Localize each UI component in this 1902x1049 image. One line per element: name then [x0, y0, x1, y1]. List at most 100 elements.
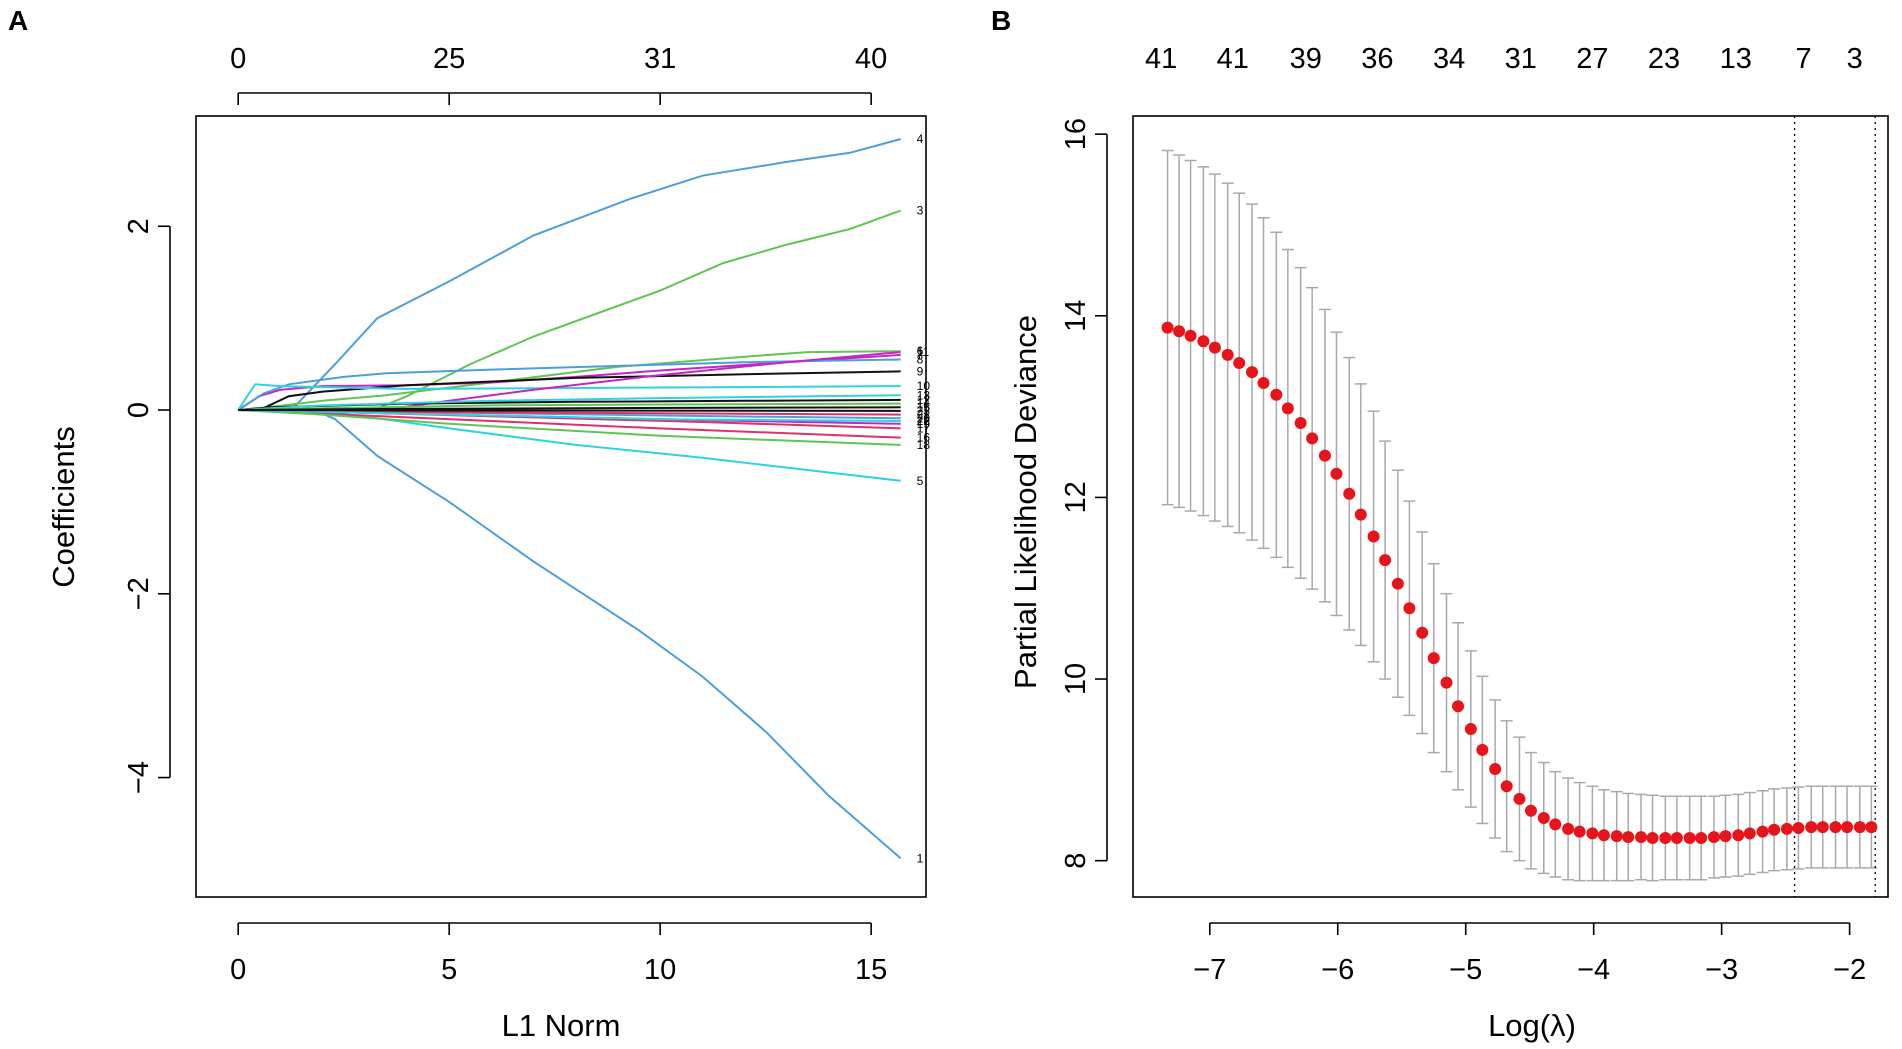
coef-end-label: 8	[917, 352, 924, 366]
coef-end-label: 14	[917, 397, 931, 411]
deviance-point	[1379, 554, 1392, 567]
b-top-tick-label: 36	[1361, 43, 1393, 75]
panel-b-reference-lines	[1793, 116, 1876, 897]
deviance-point	[1549, 818, 1562, 831]
deviance-point	[1354, 508, 1367, 521]
coef-end-label: 6	[917, 344, 924, 358]
panel-a: A 0 5 10 15 0 25 31 40 −4−202 4315678910111213…	[8, 5, 930, 1043]
coef-end-label: 5	[917, 474, 924, 488]
coef-end-label: 21	[917, 408, 931, 422]
b-y-tick-label: 16	[1060, 118, 1092, 150]
deviance-point	[1524, 804, 1537, 817]
a-top-tick-label: 40	[855, 43, 887, 75]
coef-end-label: 22	[917, 414, 931, 428]
deviance-point	[1805, 821, 1818, 834]
b-x-tick-label: −4	[1577, 954, 1610, 986]
deviance-point	[1732, 829, 1745, 842]
deviance-point	[1416, 626, 1429, 639]
coef-end-label: 20	[917, 411, 931, 425]
panel-b-x-axis-title: Log(λ)	[1488, 1008, 1576, 1043]
deviance-point	[1646, 831, 1659, 844]
deviance-point	[1622, 831, 1635, 844]
panel-b-error-bars	[1161, 149, 1878, 882]
panel-b-top-axis: 41 41 39 36 34 31 27 23 13 7 3	[1145, 43, 1863, 75]
panel-b-x-axis: −7 −6 −5 −4 −3 −2	[1193, 922, 1866, 986]
panel-b-y-axis-title: Partial Likelihood Deviance	[1008, 315, 1043, 689]
a-top-tick-label: 25	[433, 43, 465, 75]
deviance-point	[1257, 376, 1270, 389]
coef-end-label: 16	[917, 431, 931, 445]
b-x-tick-label: −2	[1833, 954, 1866, 986]
coef-end-label: 4	[917, 132, 924, 146]
deviance-point	[1294, 416, 1307, 429]
panel-b: B −7 −6 −5 −4 −3 −2 41 41 39 36 34 31 27 23 13 7 3 8 10 1…	[991, 5, 1889, 1043]
deviance-point	[1270, 388, 1283, 401]
coef-end-label: 23	[917, 404, 931, 418]
panel-b-plot-frame	[1132, 115, 1889, 898]
b-y-tick-label: 8	[1060, 853, 1092, 869]
deviance-point	[1464, 722, 1477, 735]
a-y-tick-label: −4	[123, 761, 155, 794]
b-top-tick-label: 34	[1433, 43, 1465, 75]
coef-end-label: 11	[917, 345, 930, 359]
b-top-tick-label: 23	[1648, 43, 1680, 75]
deviance-point	[1537, 811, 1550, 824]
b-top-tick-label: 7	[1795, 43, 1811, 75]
a-y-tick-label: −2	[123, 577, 155, 610]
a-x-tick-label: 10	[644, 954, 676, 986]
coef-end-label: 3	[917, 204, 924, 218]
coef-path-3	[238, 209, 902, 411]
deviance-point	[1683, 831, 1696, 844]
panel-a-x-axis-title: L1 Norm	[502, 1008, 621, 1043]
coef-end-label: 17	[917, 421, 931, 435]
b-x-tick-label: −6	[1321, 954, 1354, 986]
coef-path-4	[238, 138, 901, 411]
deviance-point	[1829, 821, 1842, 834]
deviance-point	[1476, 743, 1489, 756]
coef-end-label: 1	[917, 851, 924, 865]
deviance-point	[1610, 830, 1623, 843]
b-top-tick-label: 3	[1847, 43, 1863, 75]
deviance-point	[1841, 821, 1854, 834]
deviance-point	[1173, 325, 1186, 338]
coef-path-22	[238, 409, 901, 422]
b-top-tick-label: 41	[1145, 43, 1177, 75]
deviance-point	[1853, 821, 1866, 834]
deviance-point	[1513, 792, 1526, 805]
b-x-tick-label: −7	[1193, 954, 1226, 986]
a-y-tick-label: 0	[123, 402, 155, 418]
deviance-point	[1562, 822, 1575, 835]
panel-a-plot-frame	[195, 115, 927, 898]
deviance-point	[1221, 348, 1234, 361]
deviance-point	[1233, 357, 1246, 370]
b-x-tick-label: −3	[1705, 954, 1738, 986]
deviance-point	[1343, 487, 1356, 500]
deviance-point	[1184, 329, 1197, 342]
deviance-point	[1306, 432, 1319, 445]
deviance-point	[1427, 652, 1440, 665]
a-x-tick-label: 5	[441, 954, 457, 986]
deviance-point	[1707, 831, 1720, 844]
panel-b-y-axis: 8 10 12 14 16	[1060, 118, 1108, 869]
deviance-point	[1597, 829, 1610, 842]
deviance-point	[1318, 449, 1331, 462]
panel-b-points	[1161, 321, 1878, 844]
deviance-point	[1695, 831, 1708, 844]
b-top-tick-label: 41	[1217, 43, 1249, 75]
panel-a-top-axis: 0 25 31 40	[230, 43, 887, 105]
deviance-point	[1586, 827, 1599, 840]
coef-end-label: 15	[917, 400, 931, 414]
coef-end-label: 18	[917, 438, 931, 452]
b-top-tick-label: 39	[1290, 43, 1322, 75]
panel-a-coefficient-paths	[237, 138, 902, 860]
deviance-point	[1865, 821, 1878, 834]
deviance-point	[1768, 823, 1781, 836]
coef-path-18	[238, 409, 901, 446]
deviance-point	[1281, 402, 1294, 415]
coef-path-1	[238, 409, 902, 860]
deviance-point	[1756, 825, 1769, 838]
a-x-tick-label: 0	[230, 954, 246, 986]
deviance-point	[1197, 335, 1210, 348]
